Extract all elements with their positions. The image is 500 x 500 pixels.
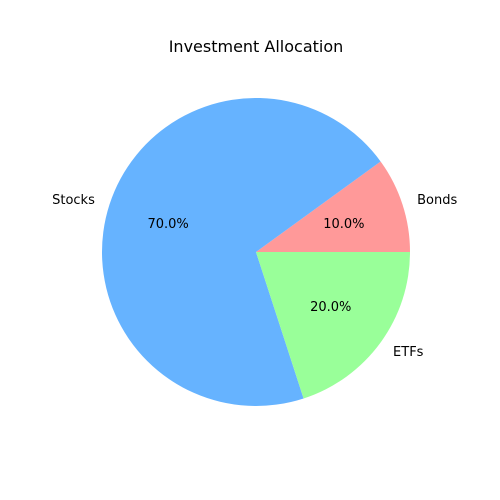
pie-pct-etfs: 20.0% <box>310 300 351 315</box>
pie-slice-stocks <box>102 97 381 406</box>
pie-pct-stocks: 70.0% <box>147 217 188 232</box>
pie-labels: Bonds 10.0% Stocks 70.0% ETFs 20.0% <box>52 193 457 360</box>
pie-pct-bonds: 10.0% <box>323 217 364 232</box>
chart-title: Investment Allocation <box>169 37 344 56</box>
pie-label-bonds: Bonds <box>417 193 457 208</box>
pie-label-stocks: Stocks <box>52 193 95 208</box>
pie-label-etfs: ETFs <box>393 345 424 360</box>
pie-slice-bonds <box>256 161 410 252</box>
pie-slice-etfs <box>256 252 410 399</box>
pie-slices <box>102 97 410 406</box>
